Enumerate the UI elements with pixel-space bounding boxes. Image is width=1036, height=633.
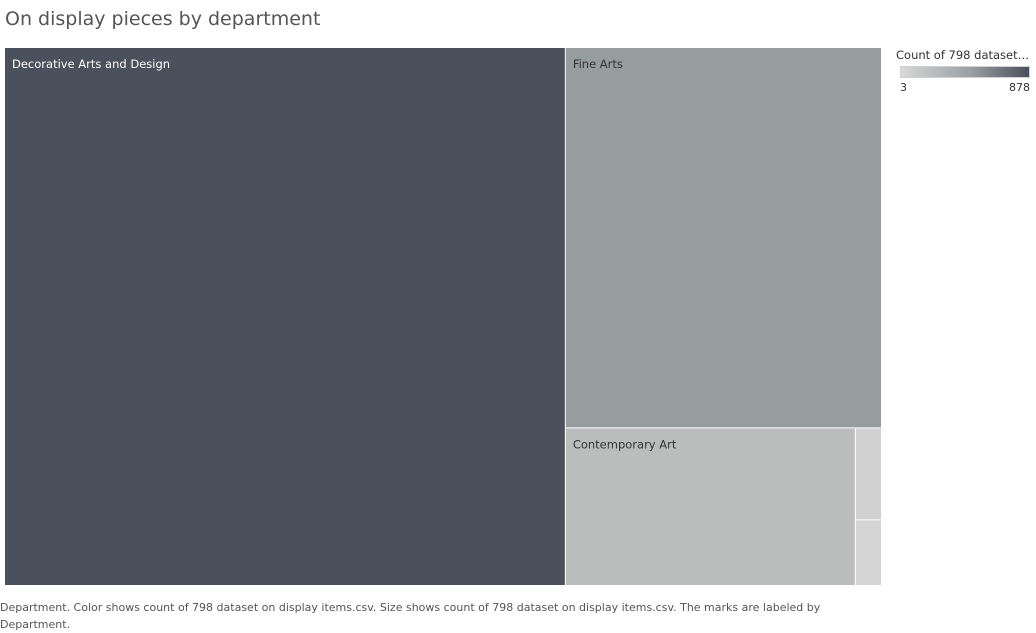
treemap-label-decorative-arts-and-design: Decorative Arts and Design xyxy=(12,57,170,71)
legend-gradient-bar xyxy=(900,66,1030,78)
treemap-cell-fine-arts[interactable] xyxy=(565,48,881,428)
chart-caption: Department. Color shows count of 798 dat… xyxy=(0,601,821,631)
treemap-cell-contemporary-art[interactable] xyxy=(565,428,855,585)
legend-labels: 3 878 xyxy=(896,81,1032,95)
treemap-cell-small-3[interactable] xyxy=(855,428,881,520)
treemap-chart: Decorative Arts and Design Fine Arts Conte… xyxy=(5,48,882,586)
chart-title: On display pieces by department xyxy=(5,8,321,30)
treemap-cell-decorative-arts-and-design[interactable] xyxy=(5,48,565,585)
treemap-cell-small-4[interactable] xyxy=(855,520,881,585)
legend-title: Count of 798 dataset o.. xyxy=(896,48,1032,62)
legend-min-label: 3 xyxy=(900,81,907,94)
treemap-label-contemporary-art: Contemporary Art xyxy=(573,437,677,451)
legend-max-label: 878 xyxy=(1009,81,1030,94)
treemap-label-fine-arts: Fine Arts xyxy=(573,57,623,71)
color-legend: Count of 798 dataset o.. 3 878 xyxy=(896,48,1032,95)
